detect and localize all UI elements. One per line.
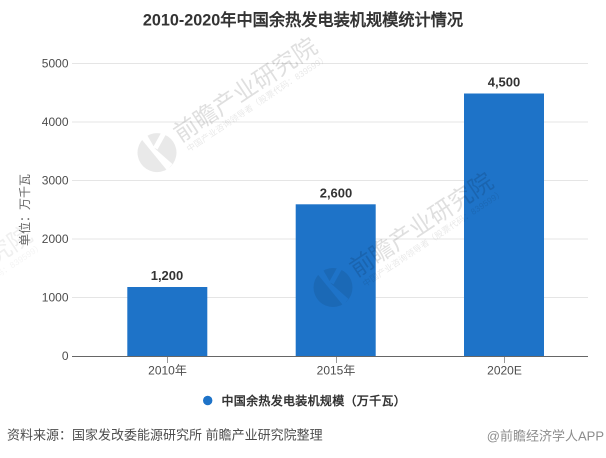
svg-text:2020E: 2020E: [487, 364, 522, 378]
svg-text:2015年: 2015年: [317, 364, 356, 378]
svg-text:1000: 1000: [42, 291, 69, 305]
svg-text:0: 0: [62, 349, 69, 363]
svg-text:4,500: 4,500: [488, 75, 521, 90]
svg-text:2,600: 2,600: [320, 186, 353, 201]
svg-text:2010年: 2010年: [148, 364, 187, 378]
svg-text:5000: 5000: [42, 57, 69, 71]
svg-text:中国余热发电装机规模（万千瓦）: 中国余热发电装机规模（万千瓦）: [222, 393, 407, 408]
svg-text:2000: 2000: [42, 232, 69, 246]
svg-text:资料来源：国家发改委能源研究所 前瞻产业研究院整理: 资料来源：国家发改委能源研究所 前瞻产业研究院整理: [7, 428, 323, 443]
svg-text:2010-2020年中国余热发电装机规模统计情况: 2010-2020年中国余热发电装机规模统计情况: [143, 11, 463, 30]
svg-text:单位：万千瓦: 单位：万千瓦: [17, 174, 32, 246]
svg-text:@前瞻经济学人APP: @前瞻经济学人APP: [487, 429, 604, 444]
svg-text:4000: 4000: [42, 115, 69, 129]
svg-text:3000: 3000: [42, 174, 69, 188]
svg-text:1,200: 1,200: [151, 268, 184, 283]
